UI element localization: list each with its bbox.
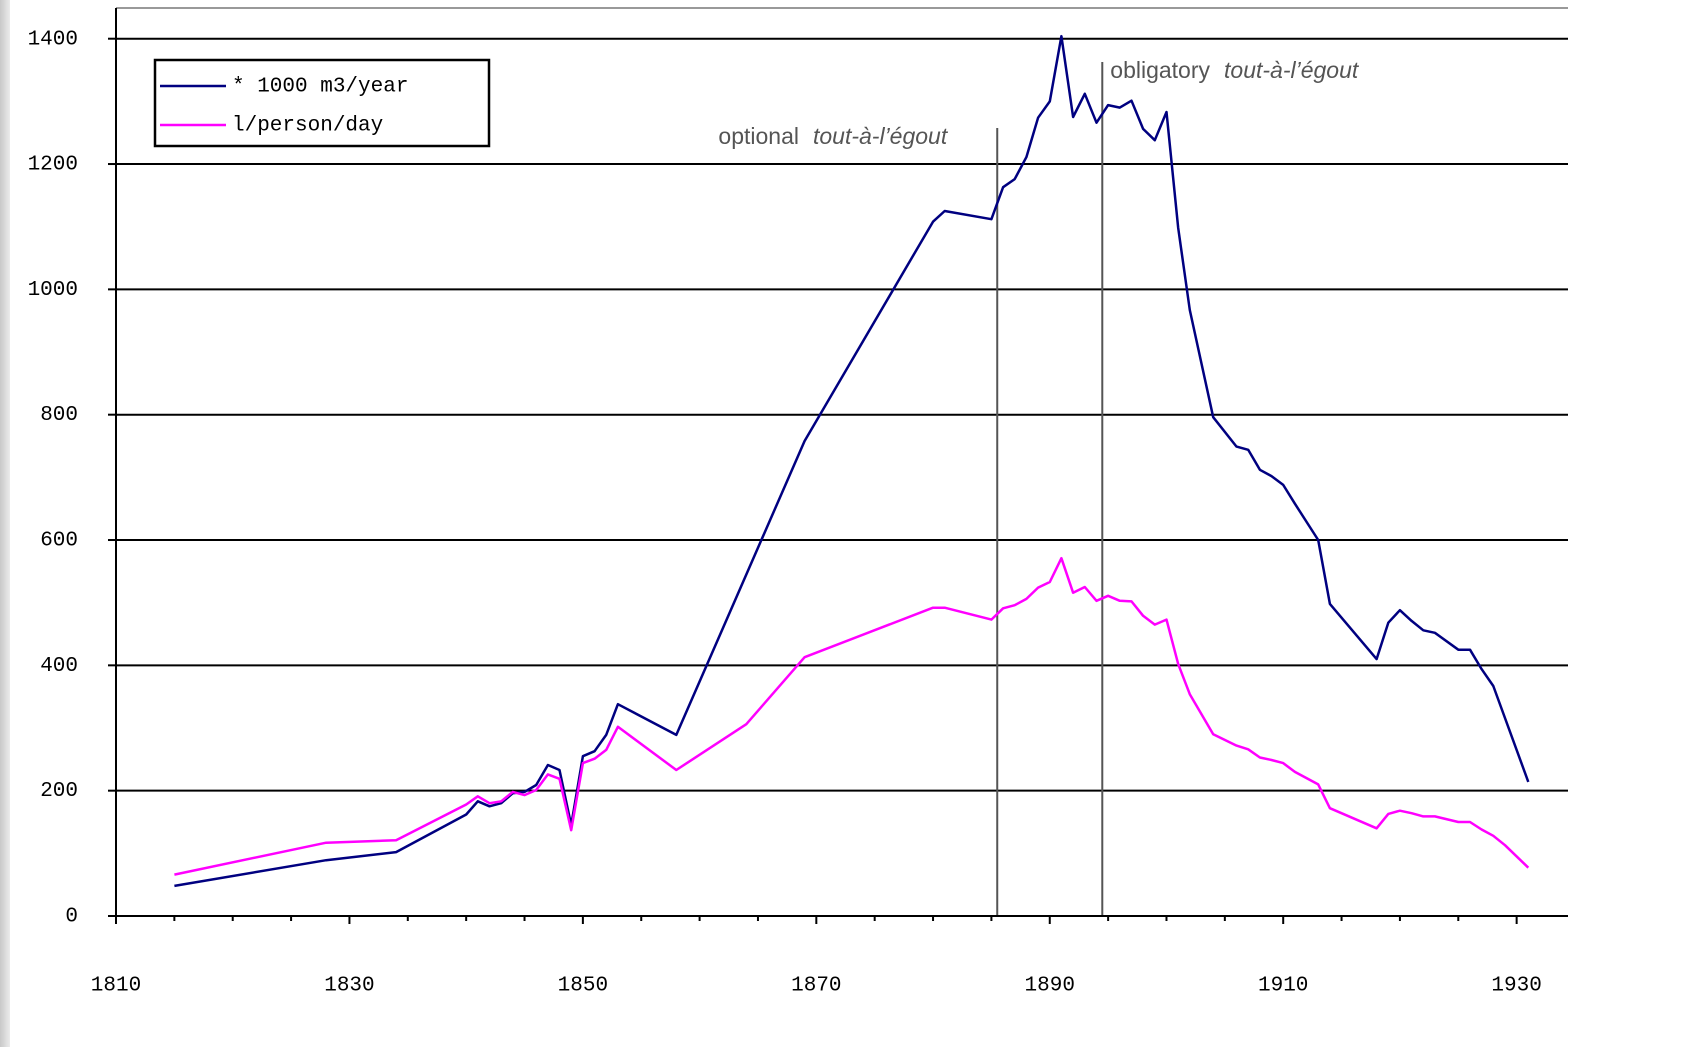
x-tick-label: 1910 [1258, 975, 1308, 998]
y-tick-label: 800 [40, 404, 78, 427]
y-tick-label: 1200 [28, 154, 78, 177]
y-tick-label: 1000 [28, 279, 78, 302]
y-tick-label: 600 [40, 530, 78, 553]
legend-label: l/person/day [232, 115, 383, 138]
side-strip [0, 0, 10, 1047]
y-tick-label: 0 [65, 906, 78, 929]
annotation-emphasis: tout-à-l’égout [813, 123, 949, 149]
y-tick-label: 200 [40, 780, 78, 803]
x-tick-label: 1830 [324, 975, 374, 998]
annotation: optional tout-à-l’égout [718, 123, 948, 149]
x-tick-label: 1890 [1025, 975, 1075, 998]
y-tick-label: 400 [40, 655, 78, 678]
x-tick-label: 1930 [1491, 975, 1541, 998]
annotation-text: obligatory [1110, 57, 1210, 83]
x-tick-label: 1870 [791, 975, 841, 998]
series-line [174, 556, 1530, 876]
x-tick-label: 1810 [91, 975, 141, 998]
legend-label: * 1000 m3/year [232, 76, 408, 99]
annotation-text: optional [718, 123, 799, 149]
annotation-emphasis: tout-à-l’égout [1224, 57, 1360, 83]
x-tick-label: 1850 [558, 975, 608, 998]
series-line [174, 34, 1530, 888]
y-tick-label: 1400 [28, 28, 78, 51]
legend-box [153, 58, 491, 148]
annotation: obligatory tout-à-l’égout [1110, 57, 1360, 83]
